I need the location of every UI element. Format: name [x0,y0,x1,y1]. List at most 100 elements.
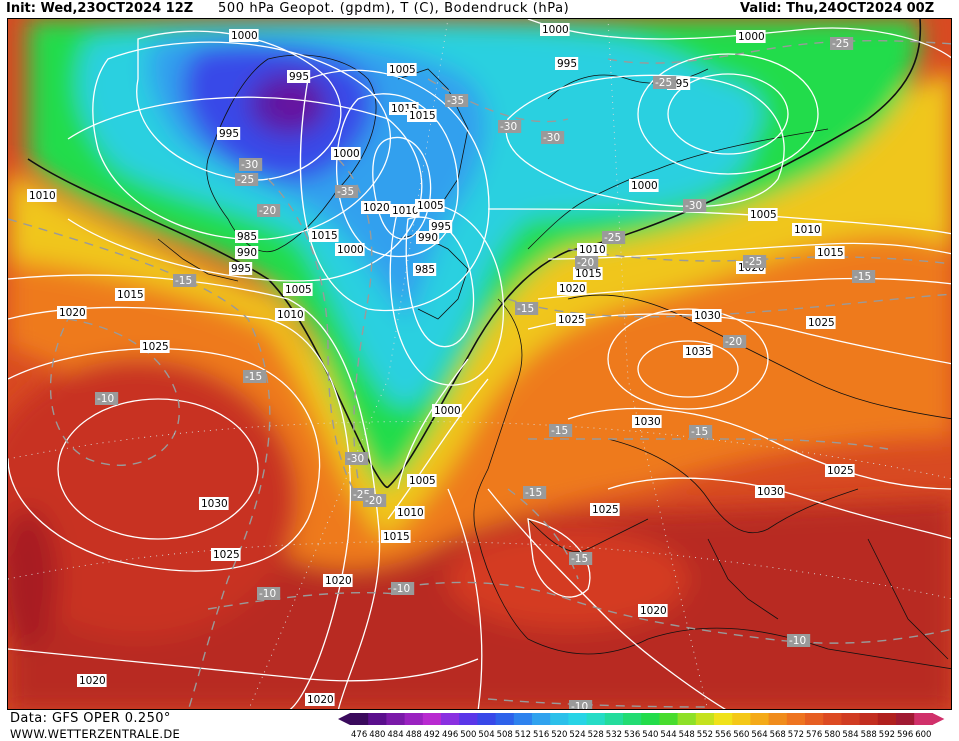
isobar-label-bg [115,288,145,301]
isotherm-label: -30 [543,132,560,144]
isotherm-label: -25 [604,232,621,244]
isotherm-label-bg [335,185,359,198]
scale-swatch [877,713,897,725]
scale-tick-label: 556 [715,730,731,739]
init-time: Init: Wed,23OCT2024 12Z [6,1,194,16]
isobar-label: 1010 [579,244,606,256]
isobar-label-bg [323,574,353,587]
scale-swatch [714,713,733,725]
isobar-label-bg [815,246,845,259]
scale-tick-label: 600 [915,730,931,739]
isotherm-label: -15 [551,425,568,437]
isotherm-label: -30 [685,200,702,212]
isotherm-label-bg [243,370,267,383]
isobar-label-bg [275,308,305,321]
scale-swatch [786,713,806,725]
isobar-label-bg [309,229,339,242]
chart-title: 500 hPa Geopot. (gpdm), T (C), Bodendruc… [218,1,570,16]
isobar-label: 1020 [307,694,334,706]
scale-swatch [677,713,697,725]
isobar-label: 1030 [201,498,228,510]
scale-swatch [659,713,679,725]
isobar-label-bg [590,503,620,516]
scale-tick-label: 552 [697,730,713,739]
isotherm-label-bg [787,634,811,647]
scale-swatch [805,713,824,725]
isobar-label: 1005 [389,64,416,76]
scale-swatch [368,713,387,725]
scale-tick-label: 500 [460,730,476,739]
isobar-label: 1010 [397,507,424,519]
isobar-label: 1025 [592,504,619,516]
scale-swatch [513,713,533,725]
isobar-label: 1015 [409,110,436,122]
isobar-label: 1000 [434,405,461,417]
isotherm-label: -20 [365,495,382,507]
isotherm-label-bg [345,452,369,465]
isobar-label: 1015 [575,268,602,280]
scale-swatch [732,713,751,725]
scale-tick-label: 504 [478,730,494,739]
isobar-label: 1025 [808,317,835,329]
scale-swatch [568,713,588,725]
isotherm-label-bg [445,94,469,107]
scale-tick-label: 524 [569,730,585,739]
scale-tick-label: 584 [842,730,858,739]
scale-tick-label: 592 [879,730,895,739]
isotherm-label-bg [239,158,263,171]
isobar-label: 1020 [59,307,86,319]
isobar-label: 1005 [409,475,436,487]
isobar-label: 995 [431,221,451,233]
isobar-label: 1000 [631,180,658,192]
isotherm-label-bg [683,199,707,212]
isobar-label: 995 [231,263,251,275]
isotherm-label: -10 [97,393,114,405]
scale-swatch [350,713,369,725]
isotherm-label: -15 [691,426,708,438]
lat-lon-grid [8,19,951,709]
isobar-label-bg [556,313,586,326]
isobar-label-bg [632,415,662,428]
scale-swatch [695,713,715,725]
scale-swatch [896,713,915,725]
isobar-label-bg [429,220,453,233]
isobar-label-bg [381,530,411,543]
isotherm-label-bg [391,582,415,595]
isobar-label: 1025 [558,314,585,326]
isotherm-label: -20 [577,257,594,269]
isobar-label-bg [407,474,437,487]
isobar-label: 1020 [363,202,390,214]
isobar-label-bg [335,243,365,256]
isobar-label: 995 [219,128,239,140]
isotherm-label: -15 [525,487,542,499]
valid-time: Valid: Thu,24OCT2024 00Z [740,1,935,16]
isobar-label: 1020 [559,283,586,295]
isobar-label-bg [415,199,445,212]
weather-map: 1000 995 1005 995 1015 1015 1000 1000 995 995 1000… [7,18,952,710]
isotherm-label-bg [569,552,593,565]
isobar-label: 1005 [750,209,777,221]
isotherm-label-bg [257,587,281,600]
isobar-label: 1000 [231,30,258,42]
isobar-label-bg [416,231,440,244]
isotherm-label: -25 [832,38,849,50]
isobar-label: 1015 [117,289,144,301]
scale-tick-label: 480 [369,730,385,739]
scale-tick-label: 588 [861,730,877,739]
isobar-label-bg [305,693,335,706]
isobar-label-bg [235,246,259,259]
isobar-label: 1020 [325,575,352,587]
scale-swatch [550,713,569,725]
scale-tick-label: 568 [770,730,786,739]
color-scale-legend: 476 480 484 488 492 496 500 504 508 512 516 520 524 5… [338,713,945,739]
isotherm-label: -25 [745,256,762,268]
scale-right-arrow [932,713,945,725]
isotherm-label-bg [173,274,197,287]
isobar-label-bg [792,223,822,236]
isotherm-label-bg [498,120,522,133]
scale-swatch [604,713,624,725]
isotherm-label: -20 [725,336,742,348]
isobar-label-bg [229,29,259,42]
isobar-label-bg [755,485,785,498]
isobar-label: 990 [418,232,438,244]
